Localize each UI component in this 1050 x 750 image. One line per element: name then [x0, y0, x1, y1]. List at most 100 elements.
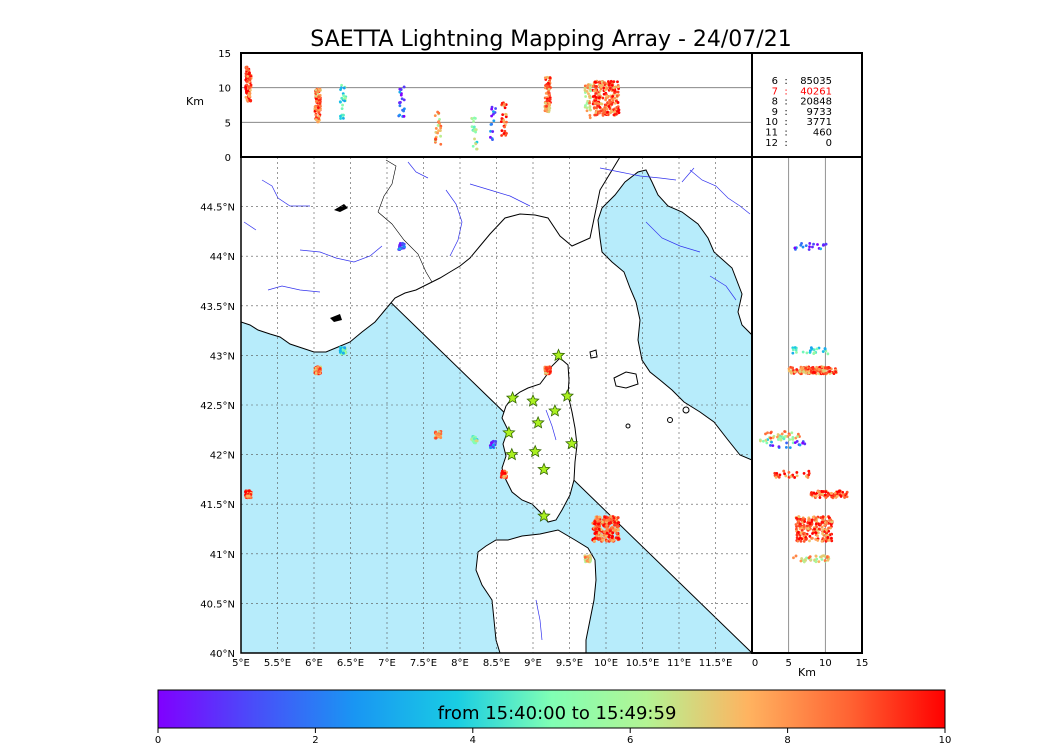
altitude-source-point [504, 115, 508, 119]
side-source-point [796, 539, 800, 543]
map-source-point [598, 515, 602, 519]
side-source-point [775, 471, 779, 475]
map-source-point [603, 530, 607, 534]
altitude-source-point [398, 90, 402, 94]
altitude-source-point [342, 116, 345, 120]
altitude-source-point [505, 120, 508, 124]
side-source-point [805, 556, 808, 560]
side-source-point [795, 536, 799, 540]
altitude-source-point [545, 99, 549, 103]
altitude-source-point [611, 99, 615, 103]
side-source-point [810, 520, 814, 523]
altitude-source-point [593, 101, 597, 105]
lon-tick-label: 10°E [594, 658, 618, 669]
altitude-source-point [474, 142, 478, 146]
side-source-point [825, 528, 828, 532]
count-stations: 11 [765, 128, 778, 139]
map-source-point [605, 534, 609, 538]
lon-tick-label: 6.5°E [337, 658, 364, 669]
altitude-source-point [598, 105, 602, 109]
count-value: 3771 [807, 117, 832, 128]
map-source-point [605, 531, 609, 535]
map-source-point [490, 441, 494, 445]
altitude-source-point [602, 86, 606, 90]
station-star-icon [502, 425, 516, 439]
side-source-point [801, 245, 805, 249]
altitude-source-point [398, 101, 402, 105]
map-source-point [548, 370, 552, 374]
count-stations: 6 [772, 76, 778, 87]
side-source-point [825, 555, 829, 559]
side-source-point [795, 474, 799, 478]
altitude-source-point [249, 99, 253, 102]
map-source-point [613, 528, 617, 532]
side-source-point [821, 518, 825, 522]
side-source-point [827, 366, 831, 369]
side-source-point [821, 515, 825, 519]
station-star-icon [565, 436, 579, 450]
side-source-point [803, 520, 807, 523]
altitude-source-point [433, 114, 437, 118]
map-source-point [339, 350, 343, 354]
altitude-tick-label: 15 [218, 49, 231, 60]
side-source-point [823, 524, 827, 527]
altitude-source-point [548, 98, 552, 101]
side-tick-label: 0 [752, 658, 758, 669]
side-source-point [778, 436, 782, 440]
side-source-point [791, 348, 795, 352]
altitude-source-point [316, 120, 320, 124]
side-source-point [825, 371, 829, 375]
lat-tick-label: 40°N [210, 649, 235, 660]
altitude-source-point [603, 111, 607, 115]
side-source-point [802, 523, 806, 527]
colorbar-tick-label: 4 [470, 735, 476, 746]
side-source-point [782, 469, 786, 473]
side-source-point [769, 436, 773, 440]
land-islet [625, 423, 631, 429]
altitude-source-point [601, 113, 605, 117]
side-source-point [794, 436, 798, 440]
map-source-point [602, 533, 606, 537]
side-source-point [793, 476, 797, 479]
map-source-point [608, 538, 612, 542]
map-source-point [615, 531, 619, 535]
map-lightning-points [244, 241, 621, 564]
colorbar-ticks: 0 2 4 6 8 10 [155, 728, 951, 746]
side-source-point [808, 242, 812, 245]
lat-tick-label: 43.5°N [200, 302, 235, 313]
country-border [377, 159, 433, 283]
side-source-point [817, 531, 820, 535]
side-source-point [795, 350, 798, 354]
side-source-point [796, 432, 800, 436]
altitude-source-point [583, 84, 587, 88]
side-source-point [769, 431, 773, 435]
side-source-point [777, 475, 781, 479]
altitude-source-point [340, 96, 344, 100]
side-source-point [814, 560, 818, 564]
side-source-point [811, 245, 814, 249]
altitude-source-point [249, 83, 253, 87]
side-source-point [790, 431, 794, 435]
map-source-point [616, 528, 620, 532]
side-source-point [808, 351, 812, 354]
side-source-point [807, 556, 811, 560]
altitude-tick-labels: 0 5 10 15 [218, 49, 231, 164]
side-source-point [770, 440, 773, 444]
side-source-point [795, 368, 799, 371]
side-source-point [827, 538, 831, 542]
altitude-source-point [613, 89, 617, 93]
side-source-point [787, 369, 791, 373]
side-source-point [804, 244, 808, 248]
side-source-point [793, 246, 797, 250]
map-source-point [343, 346, 347, 350]
map-source-point [489, 445, 493, 449]
map-source-point [616, 536, 620, 540]
land-corsica [501, 357, 578, 523]
map-source-point [611, 526, 615, 530]
side-source-point [815, 522, 818, 526]
count-value: 20848 [800, 97, 832, 108]
altitude-source-point [314, 99, 318, 103]
altitude-source-point [599, 84, 603, 87]
map-panel: 5°E 5.5°E 6°E 6.5°E 7°E 7.5°E 8°E 8.5°E 9°E 9.5°E… [200, 156, 753, 669]
map-source-point [545, 369, 549, 373]
